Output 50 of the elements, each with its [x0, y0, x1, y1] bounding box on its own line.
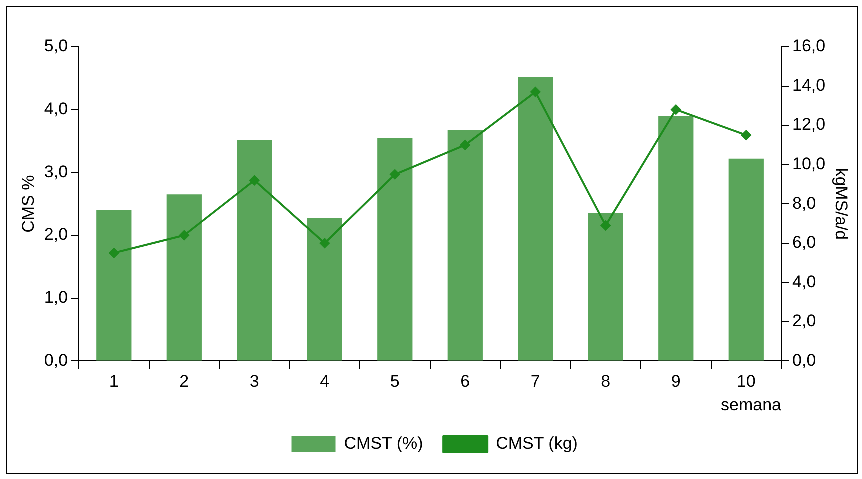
- bar: [658, 116, 694, 361]
- x-tick-label: 8: [601, 372, 611, 392]
- y-axis-title: CMS %: [18, 175, 38, 233]
- y2-axis-title: kgMS/a/d: [832, 168, 852, 240]
- x-tick-label: 4: [320, 372, 330, 392]
- x-axis-title: semana: [721, 395, 782, 414]
- x-tick-label: 7: [530, 372, 540, 392]
- point: [390, 170, 400, 180]
- bar: [237, 140, 272, 361]
- bar: [448, 130, 483, 361]
- bar: [378, 138, 413, 361]
- point: [671, 104, 682, 115]
- point: [600, 220, 611, 231]
- point: [250, 176, 260, 186]
- y-tick-label: 0,0: [44, 350, 68, 370]
- point: [320, 238, 330, 248]
- bar: [728, 158, 764, 361]
- y-tick-label: 3,0: [44, 162, 68, 182]
- bar: [518, 77, 554, 361]
- point: [530, 87, 541, 98]
- y2-tick-label: 2,0: [792, 312, 816, 331]
- x-tick-label: 2: [180, 372, 190, 392]
- legend-label: CMST (%): [344, 434, 424, 454]
- y2-tick-label: 8,0: [792, 194, 816, 213]
- bar: [166, 194, 202, 361]
- point: [179, 230, 190, 241]
- y2-tick-label: 12,0: [792, 115, 826, 134]
- bar: [588, 214, 624, 361]
- y-tick-label: 4,0: [44, 100, 68, 119]
- x-tick-label: 9: [671, 372, 681, 392]
- y2-tick-label: 4,0: [792, 272, 816, 292]
- point: [109, 248, 120, 258]
- x-tick-label: 1: [109, 372, 119, 392]
- y2-tick-label: 16,0: [792, 36, 826, 56]
- y2-tick-label: 14,0: [792, 76, 826, 95]
- y2-tick-label: 6,0: [792, 233, 816, 252]
- y-tick-label: 5,0: [44, 36, 68, 56]
- y2-tick-label: 0,0: [792, 350, 816, 370]
- x-tick-label: 3: [250, 372, 260, 392]
- legend-label: CMST (kg): [496, 434, 578, 454]
- x-tick-label: 10: [736, 372, 756, 392]
- bar: [307, 218, 342, 361]
- point: [741, 130, 752, 140]
- bar: [96, 210, 132, 361]
- y-tick-label: 2,0: [44, 225, 68, 244]
- x-tick-label: 5: [390, 372, 400, 392]
- point: [460, 140, 470, 150]
- y2-tick-label: 10,0: [792, 154, 826, 174]
- x-tick-label: 6: [460, 372, 470, 392]
- y-tick-label: 1,0: [44, 288, 68, 308]
